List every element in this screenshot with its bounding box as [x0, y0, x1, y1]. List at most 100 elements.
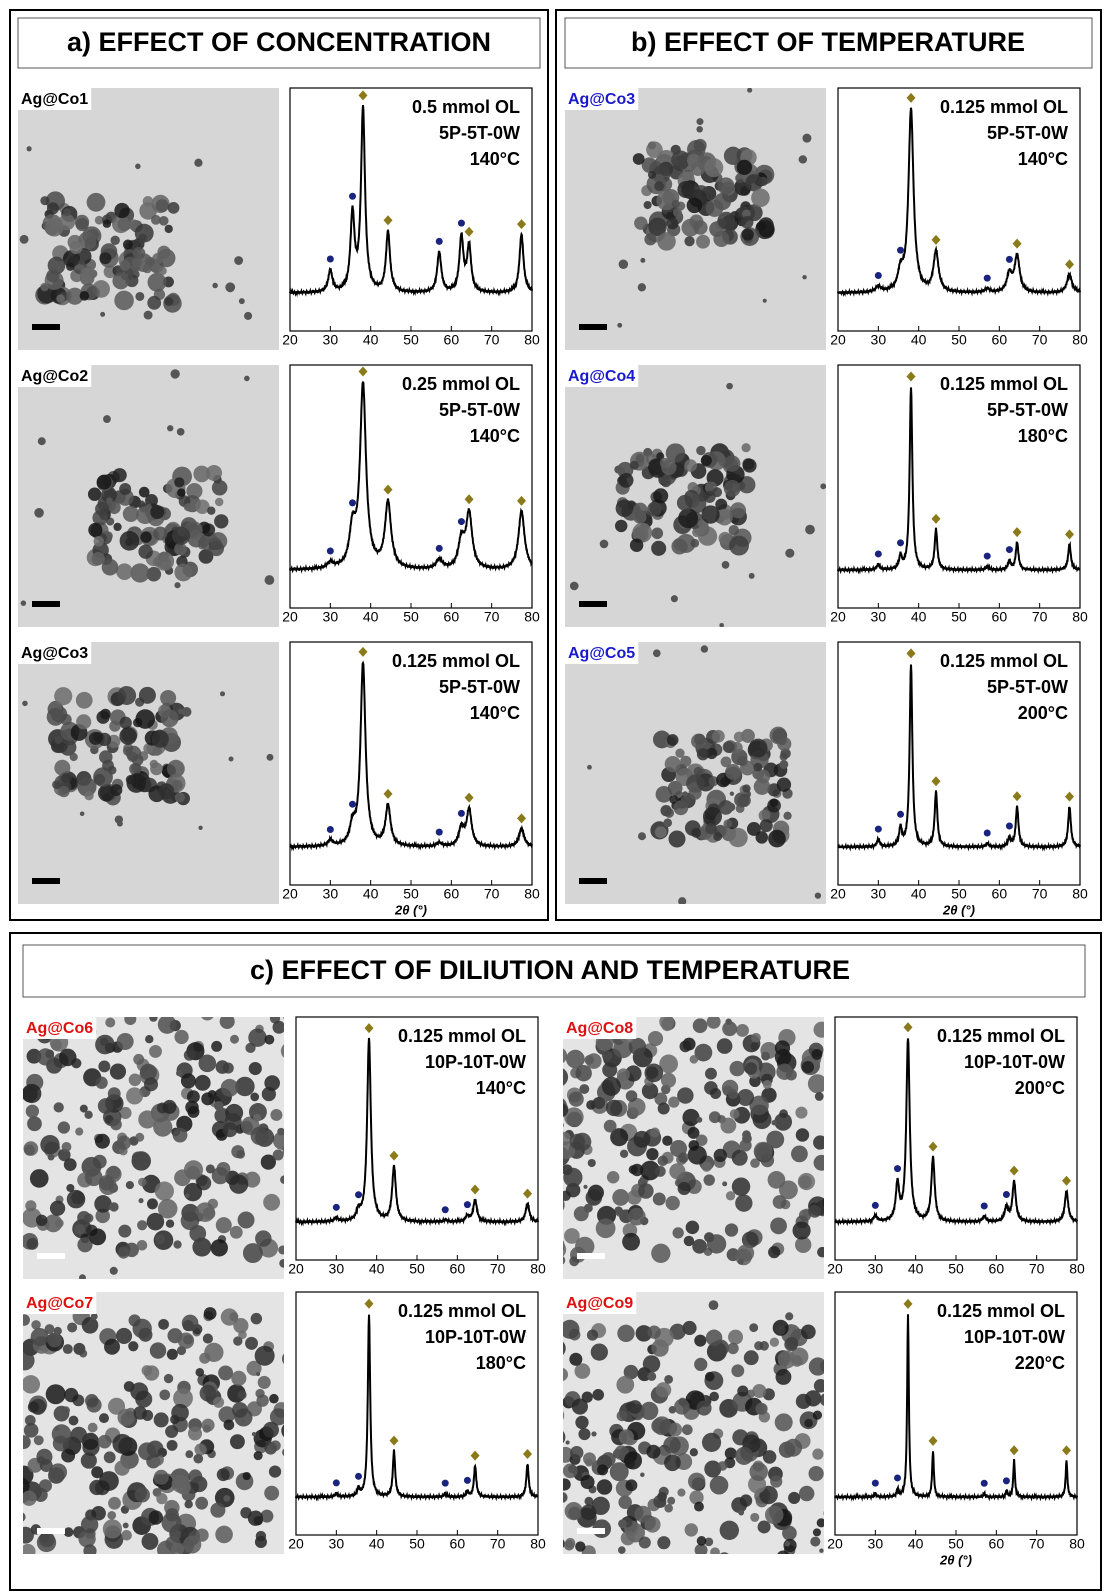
co-peak-marker: [897, 246, 905, 254]
particle: [691, 733, 707, 749]
particle: [640, 257, 646, 263]
particle: [122, 239, 133, 250]
particle: [653, 488, 669, 504]
particle: [231, 1145, 245, 1159]
scale-bar: [37, 1253, 65, 1259]
scale-bar: [579, 878, 607, 884]
scale-bar: [579, 324, 607, 330]
particle: [201, 1092, 215, 1106]
particle: [740, 728, 755, 743]
particle: [176, 1346, 187, 1356]
particle: [194, 1443, 207, 1456]
particle: [23, 1435, 31, 1450]
x-tick-label: 60: [444, 332, 460, 348]
particle: [618, 1546, 626, 1554]
particle: [46, 269, 60, 283]
particle: [211, 479, 228, 496]
particle: [142, 264, 152, 274]
particle: [690, 161, 705, 176]
particle: [193, 465, 211, 483]
particle: [96, 474, 112, 490]
particle: [260, 1154, 276, 1170]
particle: [659, 1054, 679, 1074]
particle: [814, 1092, 824, 1101]
particle: [113, 522, 122, 532]
particle: [596, 1479, 613, 1495]
particle: [798, 155, 808, 164]
particle: [654, 1092, 668, 1106]
particle: [162, 1099, 177, 1114]
particle: [595, 1218, 616, 1239]
particle: [751, 188, 770, 208]
particle: [155, 199, 169, 212]
particle: [661, 1019, 673, 1032]
particle: [564, 1107, 584, 1127]
particle: [159, 1389, 171, 1401]
particle: [726, 221, 735, 231]
co-peak-marker: [1005, 255, 1013, 263]
scale-bar: [579, 601, 607, 607]
ag-peak-marker: [383, 484, 393, 495]
particle: [66, 1189, 86, 1209]
particle: [719, 622, 724, 627]
particle: [637, 283, 647, 292]
particle: [165, 1508, 179, 1522]
ag-peak-marker: [358, 366, 368, 377]
ag-peak-marker: [470, 1450, 480, 1461]
condition-text: 0.125 mmol OL: [940, 651, 1068, 671]
particle: [693, 138, 707, 152]
particle: [37, 437, 46, 446]
particle: [628, 1400, 642, 1414]
particle: [79, 1274, 86, 1279]
particle: [107, 1510, 117, 1520]
particle: [664, 1374, 674, 1384]
particle: [539, 1419, 551, 1431]
particle: [775, 1369, 792, 1385]
condition-text: 5P-5T-0W: [987, 677, 1068, 697]
co-peak-marker: [355, 1472, 363, 1480]
particle: [149, 1342, 167, 1359]
x-tick-label: 30: [323, 609, 339, 625]
particle: [147, 272, 167, 292]
particle: [97, 1434, 112, 1449]
particle: [213, 1396, 225, 1408]
particle: [618, 472, 634, 488]
particle: [776, 1063, 793, 1080]
particle: [95, 1076, 108, 1089]
particle: [272, 1149, 284, 1161]
particle: [646, 1444, 661, 1459]
particle: [114, 202, 130, 219]
x-tick-label: 20: [288, 1261, 304, 1277]
particle: [23, 1350, 35, 1371]
condition-text: 0.25 mmol OL: [402, 374, 520, 394]
particle: [20, 600, 27, 606]
sample-label-bg: [563, 1292, 637, 1314]
particle: [565, 1440, 570, 1445]
particle: [27, 1401, 40, 1413]
particle: [666, 734, 679, 746]
ag-peak-marker: [1009, 1445, 1019, 1456]
particle: [103, 415, 111, 423]
particle: [215, 1217, 232, 1234]
particle: [656, 452, 665, 461]
particle: [29, 1169, 49, 1188]
particle: [230, 1034, 239, 1044]
particle: [705, 823, 717, 835]
particle: [134, 1487, 150, 1503]
particle: [167, 202, 180, 214]
particle: [657, 1102, 670, 1115]
particle: [129, 762, 142, 776]
particle: [80, 1452, 97, 1469]
particle: [587, 764, 592, 770]
particle: [672, 1227, 684, 1239]
particle: [174, 792, 186, 803]
particle: [165, 1425, 179, 1439]
particle: [777, 1350, 796, 1369]
particle: [50, 1039, 62, 1051]
particle: [734, 1446, 754, 1465]
particle: [198, 825, 203, 830]
ag-peak-marker: [931, 513, 941, 524]
particle: [269, 1408, 284, 1426]
condition-text: 5P-5T-0W: [439, 123, 520, 143]
particle: [266, 753, 274, 761]
